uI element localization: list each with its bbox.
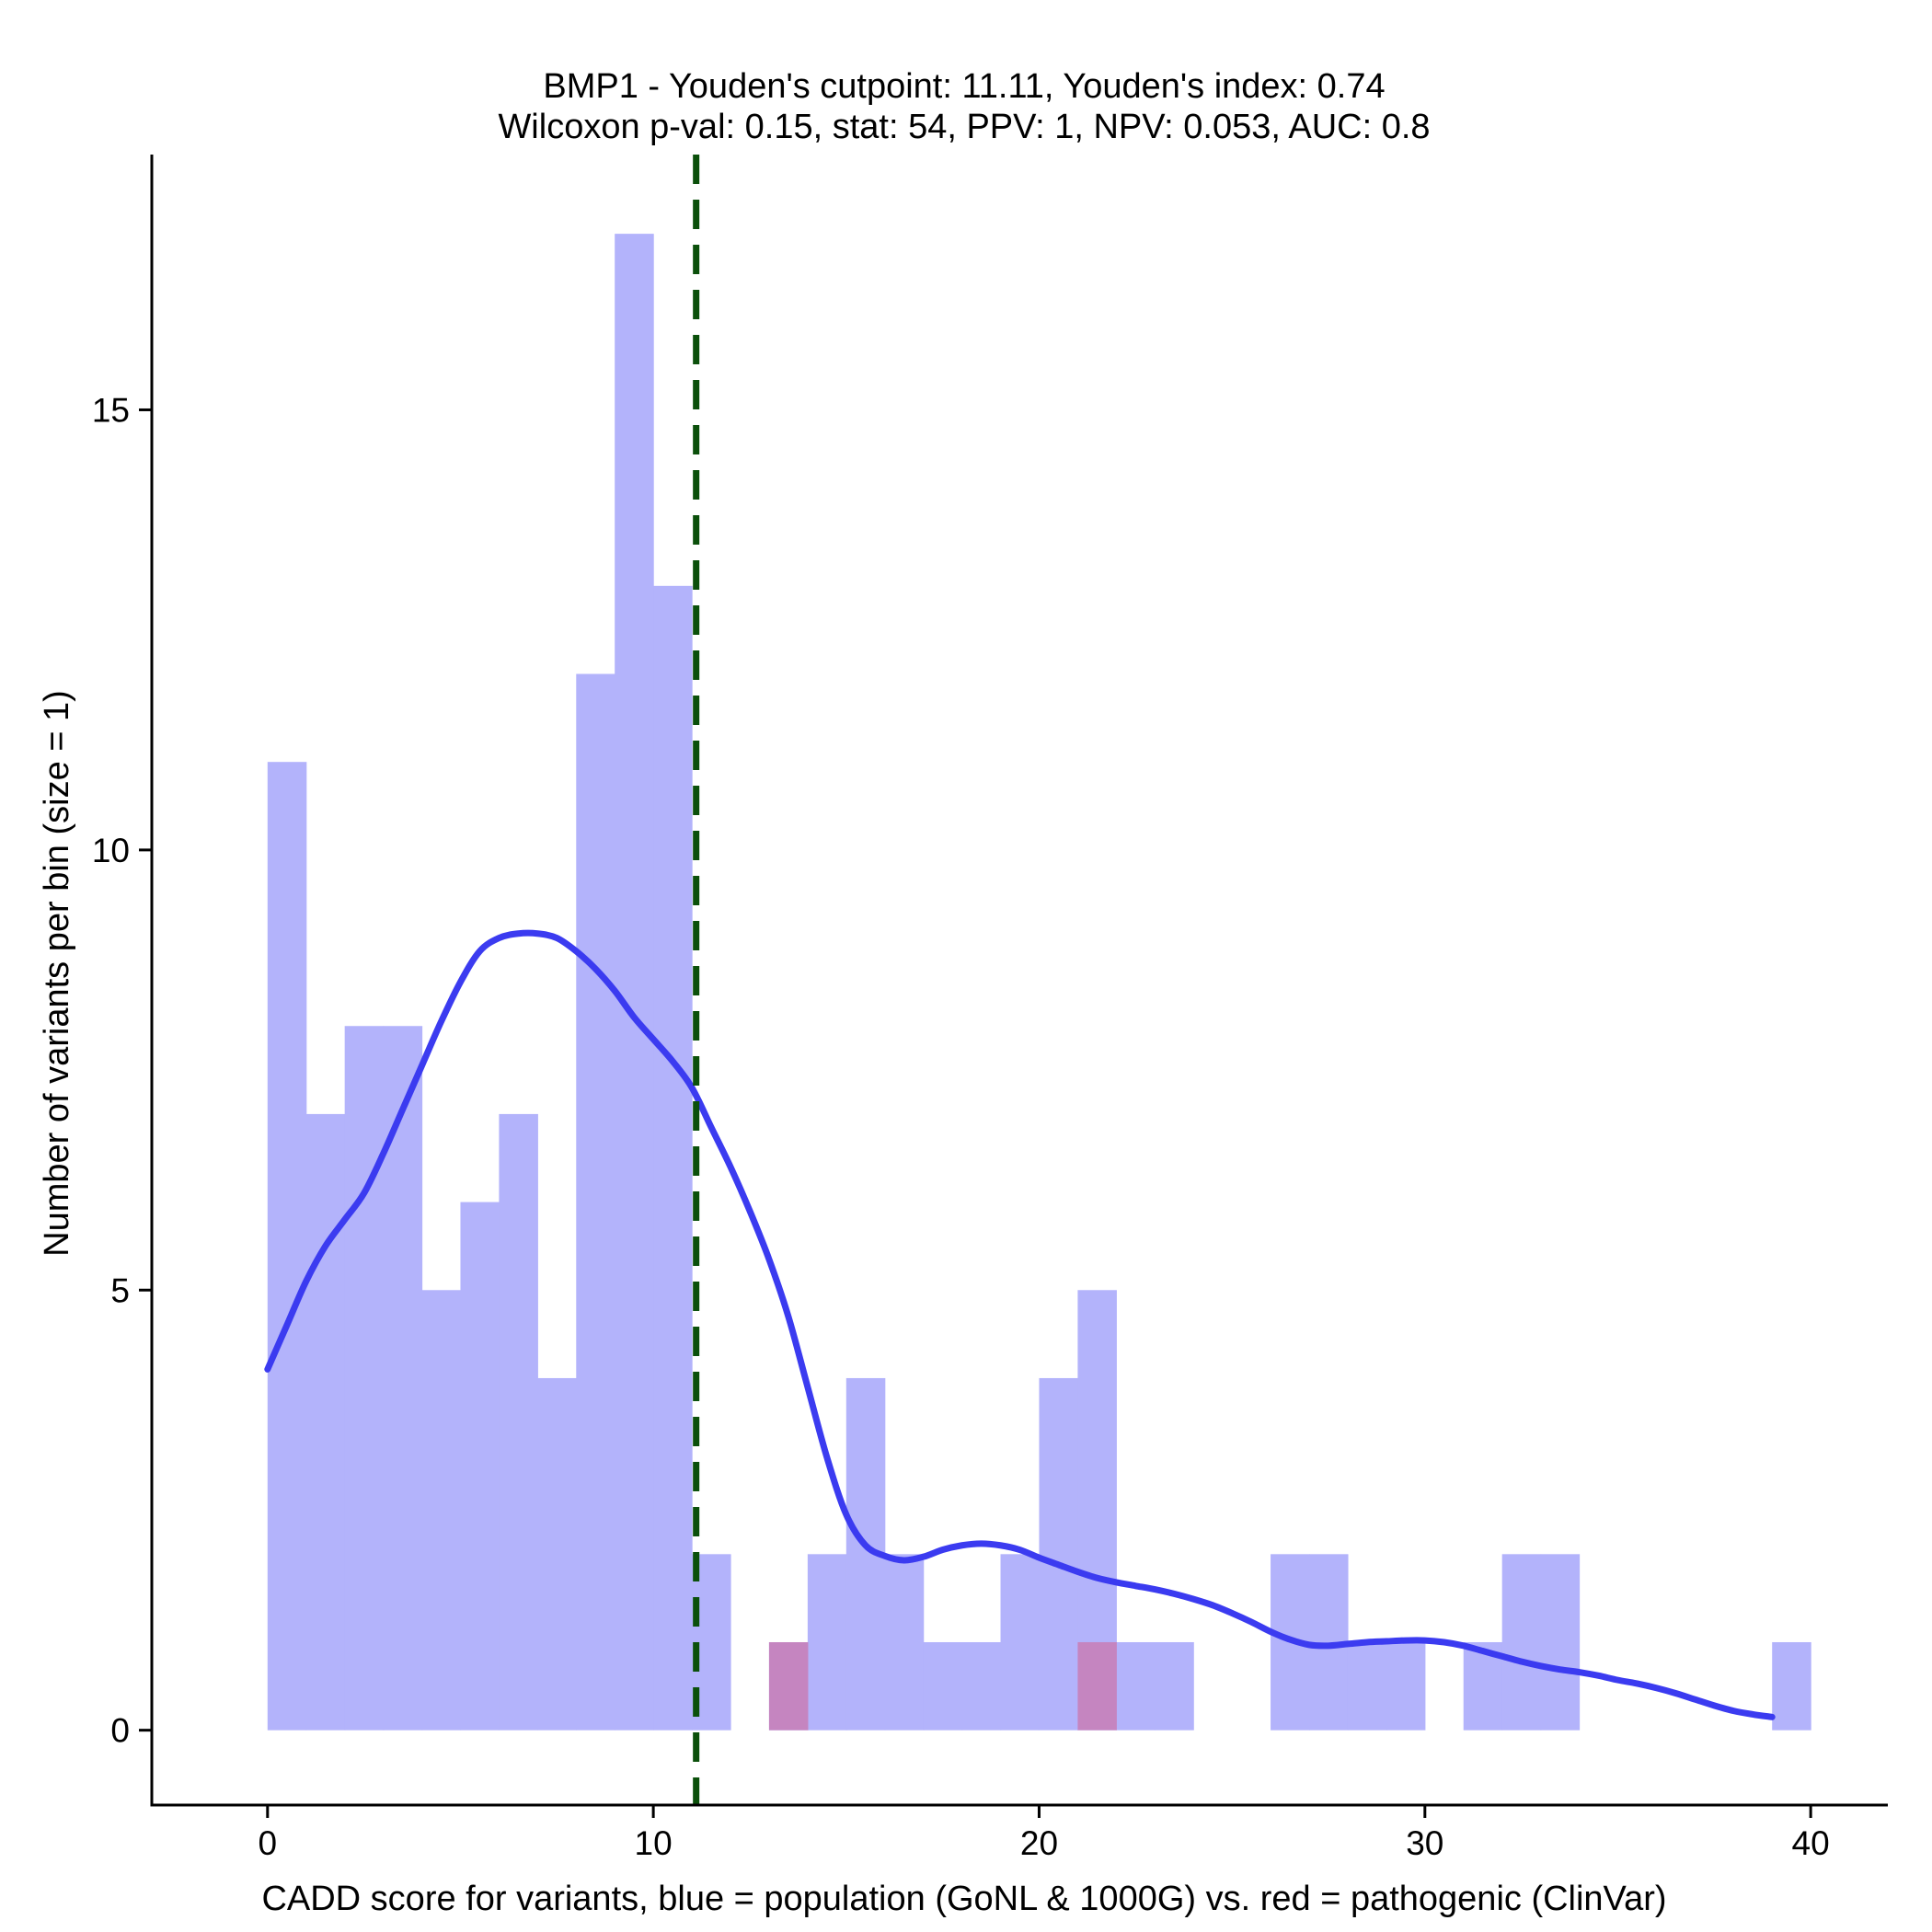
population-bin-bar xyxy=(1501,1554,1542,1731)
y-tick-label: 15 xyxy=(92,391,130,429)
population-bin-bar xyxy=(1386,1641,1426,1731)
chart-title-line2: Wilcoxon p-val: 0.15, stat: 54, PPV: 1, … xyxy=(498,108,1430,146)
pathogenic-bars xyxy=(768,1641,1117,1731)
population-bin-bar xyxy=(537,1377,577,1731)
x-axis-label: CADD score for variants, blue = populati… xyxy=(261,1880,1666,1918)
x-tick-label: 10 xyxy=(635,1824,673,1862)
population-bin-bar xyxy=(961,1641,1002,1731)
pathogenic-bin-bar xyxy=(768,1641,809,1731)
density-curve xyxy=(264,929,1776,1720)
y-tick-label: 10 xyxy=(92,832,130,869)
population-bin-bar xyxy=(1347,1641,1387,1731)
population-bin-bar xyxy=(1155,1641,1194,1731)
population-bin-bar xyxy=(460,1202,500,1731)
y-tick-label: 0 xyxy=(110,1712,130,1750)
y-axis-label: Number of variants per bin (size = 1) xyxy=(38,690,76,1257)
population-bin-bar xyxy=(884,1554,925,1731)
population-bin-bar xyxy=(576,673,615,1731)
x-axis-ticks: 0 10 20 30 40 xyxy=(259,1805,1830,1862)
chart-title-line1: BMP1 - Youden's cutpoint: 11.11, Youden'… xyxy=(543,67,1385,106)
population-bin-bar xyxy=(499,1113,538,1731)
population-bin-bar xyxy=(923,1641,963,1731)
population-bin-bar xyxy=(383,1026,423,1731)
population-bin-bar xyxy=(1039,1377,1078,1731)
population-bin-bar xyxy=(1540,1554,1581,1731)
x-tick-label: 0 xyxy=(259,1824,278,1862)
population-bin-bar xyxy=(1772,1641,1811,1731)
population-bin-bar xyxy=(344,1026,385,1731)
population-bin-bar xyxy=(615,234,654,1731)
y-tick-label: 5 xyxy=(110,1271,130,1309)
population-bin-bar xyxy=(305,1113,346,1731)
population-bars xyxy=(267,234,1811,1731)
population-bin-bar xyxy=(421,1290,462,1731)
population-bin-bar xyxy=(267,762,307,1731)
y-axis-ticks: 0 5 10 15 xyxy=(92,391,152,1750)
x-tick-label: 20 xyxy=(1020,1824,1058,1862)
pathogenic-bin-bar xyxy=(1077,1641,1117,1731)
population-bin-bar xyxy=(1000,1554,1041,1731)
population-bin-bar xyxy=(653,585,693,1731)
x-tick-label: 40 xyxy=(1792,1824,1830,1862)
population-bin-bar xyxy=(1116,1641,1156,1731)
x-tick-label: 30 xyxy=(1406,1824,1443,1862)
population-bin-bar xyxy=(807,1554,847,1731)
